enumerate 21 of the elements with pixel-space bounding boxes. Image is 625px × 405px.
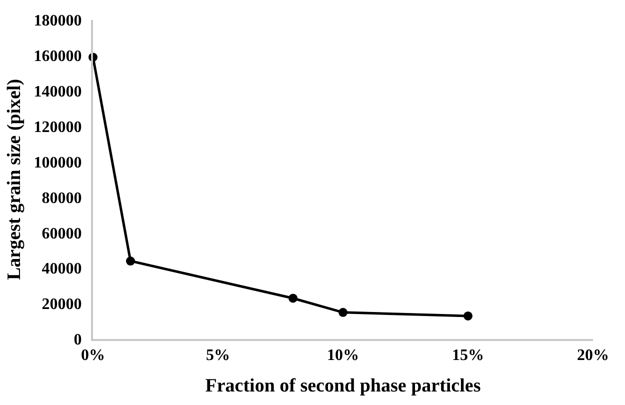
x-tick-label: 15% [452, 347, 484, 364]
y-tick-label: 160000 [34, 48, 82, 66]
y-tick-label: 180000 [34, 12, 82, 30]
y-tick-label: 80000 [42, 190, 82, 207]
point [288, 294, 298, 303]
x-tick-label: 10% [327, 347, 359, 364]
point [464, 311, 472, 320]
y-tick-label: 0 [74, 332, 82, 349]
y-tick-label: 140000 [34, 83, 82, 100]
y-tick-label: 20000 [42, 296, 82, 314]
x-tick-label: 0% [81, 347, 105, 364]
y-tick-label: 120000 [34, 118, 82, 136]
point [338, 308, 348, 317]
y-tick-label: 60000 [42, 225, 82, 242]
y-tick-label: 100000 [34, 154, 82, 172]
y-tick-label: 40000 [42, 260, 82, 278]
x-tick-label: 5% [206, 347, 230, 364]
x-tick-label: 20% [577, 347, 609, 364]
x-axis-title: Fraction of second phase particles [205, 376, 481, 396]
point [126, 256, 135, 266]
y-axis-title: Largest grain size (pixel) [4, 78, 26, 280]
